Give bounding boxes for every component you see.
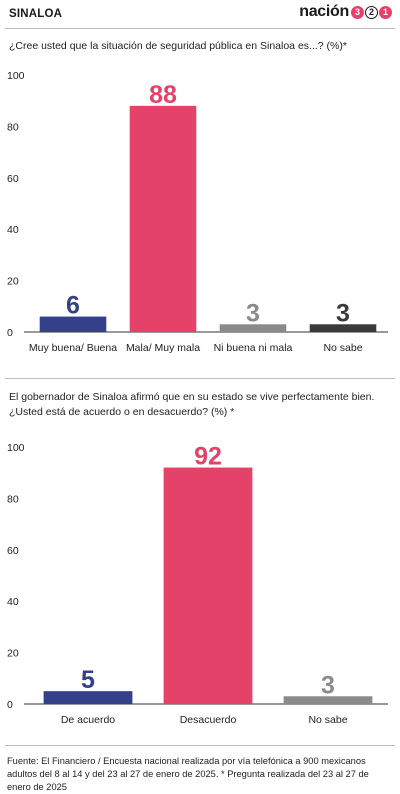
chart1-question: ¿Cree usted que la situación de segurida… — [9, 40, 347, 52]
category-label: Muy buena/ Buena — [29, 342, 117, 354]
brand-digit-3: 3 — [351, 5, 364, 19]
brand-digit-2: 2 — [365, 5, 378, 19]
y-tick-label: 20 — [7, 276, 19, 288]
topic-label: SINALOA — [9, 8, 63, 20]
bar-2 — [129, 105, 197, 332]
bar-3 — [219, 324, 287, 332]
header-divider — [5, 28, 395, 29]
y-tick-label: 0 — [7, 327, 13, 339]
chart1-security-situation: 0 20 40 60 80 100 6 Muy buena/ Buena 88 Mala/ Muy… — [7, 70, 388, 354]
brand-digit-1: 1 — [379, 5, 392, 19]
brand-logo: nación 3 2 1 — [299, 3, 392, 21]
section-divider — [5, 378, 395, 379]
y-tick-label: 40 — [7, 224, 19, 236]
category-label: No sabe — [323, 342, 362, 354]
category-label: Ni buena ni mala — [214, 342, 293, 354]
y-tick-label: 60 — [7, 173, 19, 185]
y-tick-label: 80 — [7, 121, 19, 133]
chart2-governor-statement: 0 20 40 60 80 100 5 De acuerdo 92 Desacuerdo 3 No s… — [7, 442, 388, 726]
data-label: 92 — [194, 443, 222, 471]
bar-4 — [309, 324, 377, 332]
category-label: Mala/ Muy mala — [126, 342, 200, 354]
data-label: 3 — [336, 299, 350, 327]
category-label: Desacuerdo — [180, 714, 237, 726]
brand-name: nación — [299, 3, 349, 20]
y-tick-label: 100 — [7, 442, 25, 454]
footer-divider — [5, 745, 395, 746]
category-label: De acuerdo — [61, 714, 115, 726]
chart2-question: El gobernador de Sinaloa afirmó que en s… — [9, 391, 375, 418]
data-label: 3 — [321, 671, 335, 699]
bar-3 — [283, 696, 373, 704]
data-label: 6 — [66, 292, 80, 320]
y-tick-label: 40 — [7, 596, 19, 608]
bar-2 — [163, 467, 253, 704]
y-tick-label: 20 — [7, 648, 19, 660]
data-label: 88 — [149, 81, 177, 109]
source-note: Fuente: El Financiero / Encuesta naciona… — [7, 756, 369, 792]
bar-1 — [39, 316, 107, 332]
y-tick-label: 0 — [7, 699, 13, 711]
y-tick-label: 80 — [7, 493, 19, 505]
y-tick-label: 60 — [7, 545, 19, 557]
bar-1 — [43, 691, 133, 704]
header: SINALOA nación 3 2 1 — [0, 0, 400, 28]
data-label: 3 — [246, 299, 260, 327]
data-label: 5 — [81, 666, 95, 694]
y-tick-label: 100 — [7, 70, 25, 82]
category-label: No sabe — [308, 714, 347, 726]
